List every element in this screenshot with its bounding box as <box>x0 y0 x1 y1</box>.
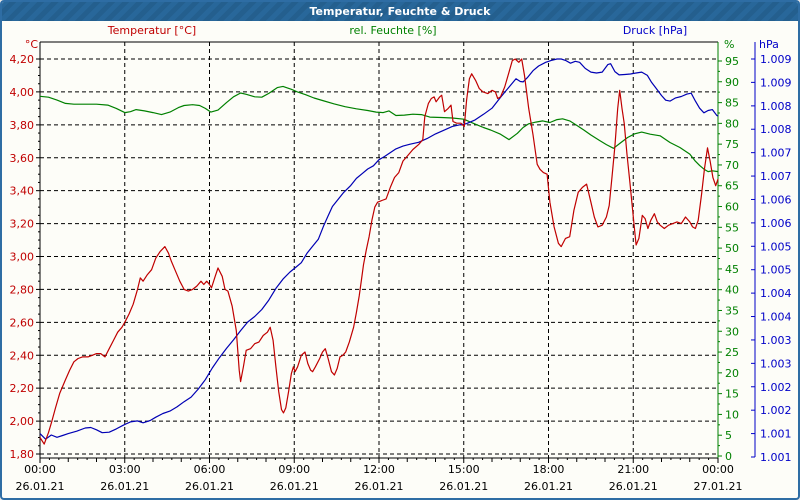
temperature-tick-label: 2,20 <box>10 382 35 395</box>
humidity-series-line <box>39 85 719 173</box>
pressure-tick-label: 1.007 <box>760 147 792 160</box>
temperature-tick-label: 3,60 <box>10 152 35 165</box>
time-tick-label: 00:00 <box>702 463 734 476</box>
grid-lines <box>40 42 718 458</box>
legend-pressure: Druck [hPa] <box>622 24 688 37</box>
date-tick-label: 26.01.21 <box>270 480 319 493</box>
humidity-tick-label: 15 <box>725 388 739 401</box>
temperature-tick-label: 2,00 <box>10 415 35 428</box>
date-tick-label: 26.01.21 <box>439 480 488 493</box>
pressure-tick-label: 1.003 <box>760 357 792 370</box>
pressure-tick-label: 1.001 <box>760 428 792 441</box>
pressure-tick-label: 1.005 <box>760 264 792 277</box>
date-tick-label: 26.01.21 <box>100 480 149 493</box>
temperature-tick-label: 3,40 <box>10 185 35 198</box>
legend-temperature: Temperatur [°C] <box>107 24 197 37</box>
humidity-tick-label: 10 <box>725 408 739 421</box>
pressure-tick-label: 1.009 <box>760 76 792 89</box>
humidity-tick-label: 65 <box>725 180 739 193</box>
legend-humidity: rel. Feuchte [%] <box>349 24 437 37</box>
date-tick-label: 26.01.21 <box>16 480 65 493</box>
date-tick-label: 26.01.21 <box>524 480 573 493</box>
time-axis <box>39 458 719 463</box>
temperature-axis <box>36 58 40 455</box>
time-tick-label: 00:00 <box>24 463 56 476</box>
pressure-tick-label: 1.002 <box>760 404 792 417</box>
pressure-axis-unit: hPa <box>759 38 779 51</box>
humidity-tick-label: 45 <box>725 263 739 276</box>
pressure-tick-label: 1.008 <box>760 100 792 113</box>
temperature-tick-label: 3,20 <box>10 218 35 231</box>
pressure-tick-label: 1.007 <box>760 170 792 183</box>
time-tick-label: 03:00 <box>109 463 141 476</box>
temperature-tick-label: 4,20 <box>10 53 35 66</box>
humidity-tick-label: 95 <box>725 55 739 68</box>
time-tick-label: 06:00 <box>194 463 226 476</box>
date-tick-label: 26.01.21 <box>609 480 658 493</box>
temperature-series-line <box>39 58 719 445</box>
humidity-tick-label: 25 <box>725 346 739 359</box>
pressure-series-line <box>39 58 719 440</box>
pressure-tick-label: 1.002 <box>760 381 792 394</box>
humidity-tick-label: 50 <box>725 242 739 255</box>
time-tick-label: 09:00 <box>278 463 310 476</box>
pressure-tick-label: 1.006 <box>760 217 792 230</box>
temperature-tick-label: 2,80 <box>10 283 35 296</box>
pressure-tick-label: 1.003 <box>760 334 792 347</box>
date-tick-label: 26.01.21 <box>185 480 234 493</box>
humidity-tick-label: 30 <box>725 325 739 338</box>
humidity-tick-label: 75 <box>725 138 739 151</box>
plot-frame <box>39 41 756 459</box>
humidity-tick-label: 90 <box>725 76 739 89</box>
temperature-tick-label: 3,80 <box>10 119 35 132</box>
pressure-tick-label: 1.005 <box>760 240 792 253</box>
window-title: Temperatur, Feuchte & Druck <box>309 5 491 18</box>
pressure-tick-label: 1.001 <box>760 451 792 464</box>
pressure-tick-label: 1.004 <box>760 287 792 300</box>
temperature-tick-label: 3,00 <box>10 251 35 264</box>
date-tick-label: 27.01.21 <box>694 480 743 493</box>
humidity-tick-label: 80 <box>725 117 739 130</box>
humidity-tick-label: 70 <box>725 159 739 172</box>
time-tick-label: 15:00 <box>448 463 480 476</box>
temperature-tick-label: 1,80 <box>10 448 35 461</box>
humidity-tick-label: 5 <box>725 429 732 442</box>
time-tick-label: 12:00 <box>363 463 395 476</box>
pressure-tick-label: 1.009 <box>760 53 792 66</box>
time-tick-label: 21:00 <box>617 463 649 476</box>
humidity-tick-label: 40 <box>725 284 739 297</box>
humidity-tick-label: 85 <box>725 97 739 110</box>
pressure-tick-label: 1.008 <box>760 123 792 136</box>
temperature-tick-label: 2,40 <box>10 349 35 362</box>
pressure-axis <box>751 58 755 458</box>
humidity-tick-label: 60 <box>725 201 739 214</box>
humidity-axis-unit: % <box>724 38 735 51</box>
time-tick-label: 18:00 <box>533 463 565 476</box>
date-tick-label: 26.01.21 <box>355 480 404 493</box>
pressure-tick-label: 1.004 <box>760 311 792 324</box>
temperature-tick-label: 2,60 <box>10 316 35 329</box>
humidity-tick-label: 55 <box>725 221 739 234</box>
humidity-tick-label: 35 <box>725 304 739 317</box>
window-title-bar: Temperatur, Feuchte & Druck <box>2 2 798 21</box>
temperature-tick-label: 4,00 <box>10 86 35 99</box>
humidity-axis <box>718 60 722 457</box>
temperature-axis-unit: °C <box>24 38 38 51</box>
humidity-tick-label: 20 <box>725 367 739 380</box>
humidity-tick-label: 0 <box>725 450 732 463</box>
pressure-tick-label: 1.006 <box>760 193 792 206</box>
